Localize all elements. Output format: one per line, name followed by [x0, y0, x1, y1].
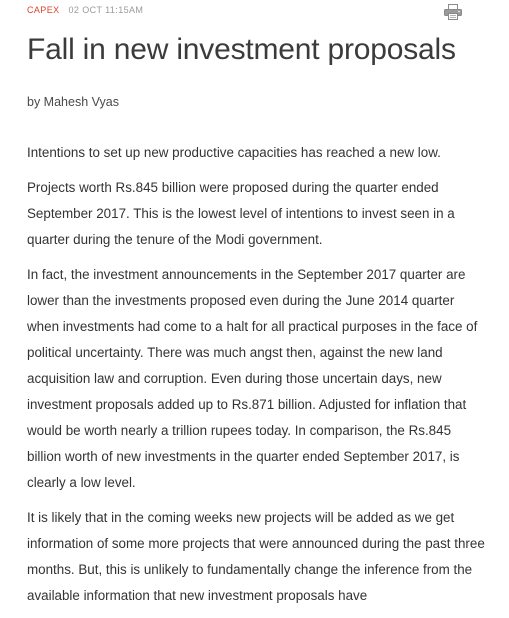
- category-tag[interactable]: CAPEX: [27, 5, 60, 15]
- article-meta: CAPEX 02 OCT 11:15AM: [27, 4, 143, 16]
- article-paragraph: It is likely that in the coming weeks ne…: [27, 510, 485, 603]
- printer-icon: [444, 4, 462, 20]
- publish-timestamp: 02 OCT 11:15AM: [68, 5, 144, 15]
- article-byline: by Mahesh Vyas: [27, 95, 119, 109]
- article-body: Intentions to set up new productive capa…: [27, 140, 485, 618]
- print-button[interactable]: [444, 4, 462, 20]
- article-paragraph: In fact, the investment announcements in…: [27, 267, 478, 490]
- article-paragraph: Projects worth Rs.845 billion were propo…: [27, 180, 455, 247]
- article-title: Fall in new investment proposals: [27, 33, 456, 66]
- article-paragraph: Intentions to set up new productive capa…: [27, 145, 441, 160]
